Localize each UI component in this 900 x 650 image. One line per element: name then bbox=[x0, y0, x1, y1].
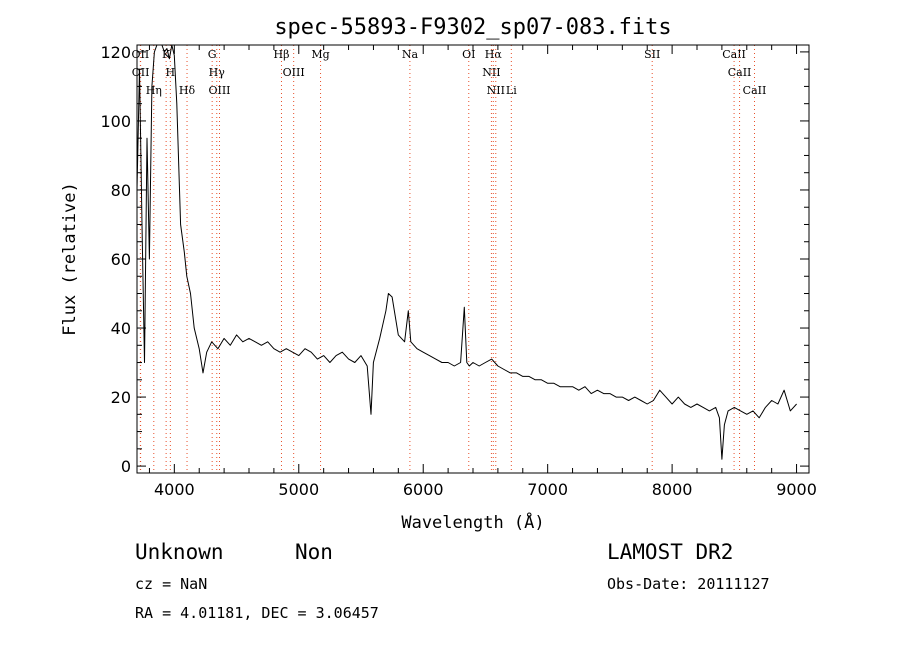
x-tick-label: 8000 bbox=[652, 480, 693, 499]
spectral-line-label: Hδ bbox=[179, 84, 196, 97]
spectral-line-label: OI bbox=[462, 48, 475, 61]
y-tick-label: 80 bbox=[111, 181, 131, 200]
x-tick-label: 5000 bbox=[278, 480, 319, 499]
spectral-line-label: OIII bbox=[283, 66, 305, 79]
axes-layer: 4000 5000 6000 7000 8000 9000 0 20 40 60 80 100 120 bbox=[100, 43, 816, 499]
spectral-line-label: Li bbox=[506, 84, 517, 97]
spectral-line-label: Hη bbox=[146, 84, 162, 97]
spectrum-chart: spec-55893-F9302_sp07-083.fits OII OII Hη K… bbox=[60, 15, 817, 533]
y-tick-label: 120 bbox=[100, 43, 131, 62]
spectrum-series-line bbox=[136, 44, 797, 460]
coordinates: RA = 4.01181, DEC = 3.06457 bbox=[135, 604, 379, 622]
spectrum-layer bbox=[136, 44, 797, 460]
spectral-line-label: NII bbox=[482, 66, 500, 79]
plot-frame bbox=[136, 44, 810, 474]
spectral-line-label: CaII bbox=[728, 66, 752, 79]
y-tick-label: 100 bbox=[100, 112, 131, 131]
y-tick-label: 0 bbox=[121, 457, 131, 476]
object-subclass: Non bbox=[295, 540, 333, 564]
spectral-line-label: Hγ bbox=[209, 66, 226, 79]
x-tick-label: 6000 bbox=[403, 480, 444, 499]
spectral-line-label: NII bbox=[487, 84, 505, 97]
y-tick-label: 20 bbox=[111, 388, 131, 407]
y-axis-label: Flux (relative) bbox=[60, 182, 80, 336]
object-class: Unknown bbox=[135, 540, 224, 564]
y-tick-label: 40 bbox=[111, 319, 131, 338]
y-tick-label: 60 bbox=[111, 250, 131, 269]
spectral-line-label: SII bbox=[644, 48, 660, 61]
spectral-line-label: OII bbox=[132, 66, 150, 79]
spectral-line-label: CaII bbox=[743, 84, 767, 97]
spectral-line-label: Hα bbox=[485, 48, 503, 61]
chart-title: spec-55893-F9302_sp07-083.fits bbox=[274, 15, 671, 40]
spectral-line-label: K bbox=[162, 48, 171, 61]
spectral-line-label: CaII bbox=[722, 48, 746, 61]
spectral-line-label: Hβ bbox=[274, 48, 290, 61]
obs-date: Obs-Date: 20111127 bbox=[607, 575, 770, 593]
x-axis-label: Wavelength (Å) bbox=[401, 511, 544, 533]
x-tick-label: 7000 bbox=[527, 480, 568, 499]
spectral-line-label: OIII bbox=[208, 84, 230, 97]
spectral-line-label: Mg bbox=[311, 48, 329, 61]
spectral-line-label: Na bbox=[402, 48, 419, 61]
spectral-line-label: OII bbox=[132, 48, 150, 61]
redshift-cz: cz = NaN bbox=[135, 575, 208, 593]
survey-name: LAMOST DR2 bbox=[607, 540, 734, 564]
spectral-line-label: H bbox=[166, 66, 176, 79]
spectral-line-label: G bbox=[208, 48, 217, 61]
x-tick-label: 4000 bbox=[154, 480, 195, 499]
x-tick-label: 9000 bbox=[776, 480, 817, 499]
